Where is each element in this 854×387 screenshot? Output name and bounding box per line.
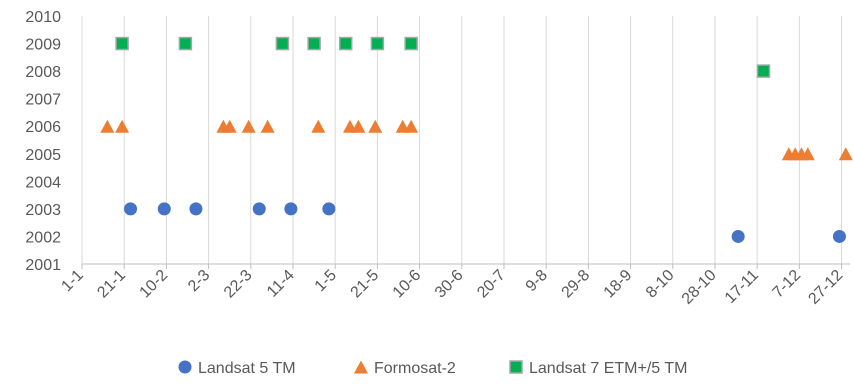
landsat-7-etm-5-tm-point (275, 36, 290, 51)
x-tick-label: 1-1 (58, 267, 86, 295)
landsat-5-tm-point (832, 229, 846, 243)
landsat-7-etm-5-tm-point (307, 36, 321, 51)
y-tick-label: 2002 (25, 229, 61, 246)
formosat-2-point (311, 119, 326, 133)
chart-axes (81, 263, 850, 269)
formosat-2-point (404, 119, 419, 133)
x-tick-label: 2-3 (185, 267, 213, 295)
formosat-2-point (351, 119, 366, 133)
formosat-2-point (800, 147, 815, 161)
x-tick-label: 8-10 (643, 267, 678, 302)
y-tick-label: 2005 (25, 147, 61, 164)
x-tick-label: 21-5 (348, 267, 383, 302)
y-tick-label: 2010 (25, 9, 61, 26)
landsat-5-tm-point (124, 202, 138, 216)
landsat-5-tm-point (189, 202, 203, 216)
legend-marker-landsat-7-etm-5-tm (509, 360, 523, 374)
legend-label-landsat-7-etm-5-tm: Landsat 7 ETM+/5 TM (529, 360, 687, 377)
landsat-7-etm-5-tm-point (178, 36, 193, 51)
x-tick-label: 29-8 (559, 267, 594, 302)
chart-legend: Landsat 5 TM Formosat-2 Landsat 7 ETM+/5 T… (178, 360, 687, 377)
y-tick-label: 2001 (25, 257, 61, 274)
legend-label-landsat-5-tm: Landsat 5 TM (198, 360, 296, 377)
y-axis-ticks: 2001 2002 2003 2004 2005 2006 2007 2008 2009 2010 (25, 9, 61, 274)
x-axis-ticks: 1-1 21-1 10-2 2-3 22-3 11-4 1-5 21-5 10-6 30-6 20-… (58, 267, 846, 308)
formosat-2-point (260, 119, 275, 133)
landsat-5-tm-point (252, 202, 266, 216)
formosat-2-point (222, 119, 237, 133)
x-tick-label: 1-5 (312, 267, 340, 295)
landsat-5-tm-point (157, 202, 171, 216)
x-tick-label: 21-1 (94, 267, 129, 302)
x-tick-label: 10-2 (137, 267, 172, 302)
formosat-2-point (368, 119, 383, 133)
x-tick-label: 30-6 (432, 267, 467, 302)
legend-label-formosat-2: Formosat-2 (374, 360, 456, 377)
x-tick-label: 7-12 (770, 267, 805, 302)
chart-points (100, 36, 853, 243)
formosat-2-point (241, 119, 256, 133)
y-tick-label: 2008 (25, 64, 61, 81)
y-tick-label: 2009 (25, 37, 61, 54)
x-tick-label: 18-9 (601, 267, 636, 302)
y-tick-label: 2003 (25, 202, 61, 219)
formosat-2-point (100, 119, 115, 133)
landsat-7-etm-5-tm-point (756, 64, 771, 78)
landsat-7-etm-5-tm-point (115, 36, 129, 51)
landsat-5-tm-point (731, 229, 745, 243)
x-tick-label: 9-8 (523, 267, 551, 295)
y-tick-label: 2006 (25, 119, 61, 136)
legend-marker-landsat-5-tm (178, 360, 192, 374)
chart-gridlines (81, 16, 843, 264)
landsat-7-etm-5-tm-point (404, 36, 418, 51)
x-tick-label: 27-12 (805, 267, 846, 308)
landsat-5-tm-point (322, 202, 336, 216)
landsat-7-etm-5-tm-point (370, 36, 385, 51)
x-tick-label: 11-4 (264, 267, 298, 301)
landsat-7-etm-5-tm-point (338, 36, 353, 51)
x-tick-label: 22-3 (221, 267, 256, 302)
formosat-2-point (115, 119, 130, 133)
x-tick-label: 17-11 (722, 267, 762, 307)
y-tick-label: 2007 (25, 92, 61, 109)
formosat-2-point (838, 147, 853, 161)
x-tick-label: 10-6 (390, 267, 425, 302)
landsat-5-tm-point (284, 202, 298, 216)
x-tick-label: 20-7 (474, 267, 509, 302)
x-tick-label: 28-10 (679, 267, 720, 308)
y-tick-label: 2004 (25, 174, 61, 191)
legend-marker-formosat-2 (354, 360, 368, 374)
